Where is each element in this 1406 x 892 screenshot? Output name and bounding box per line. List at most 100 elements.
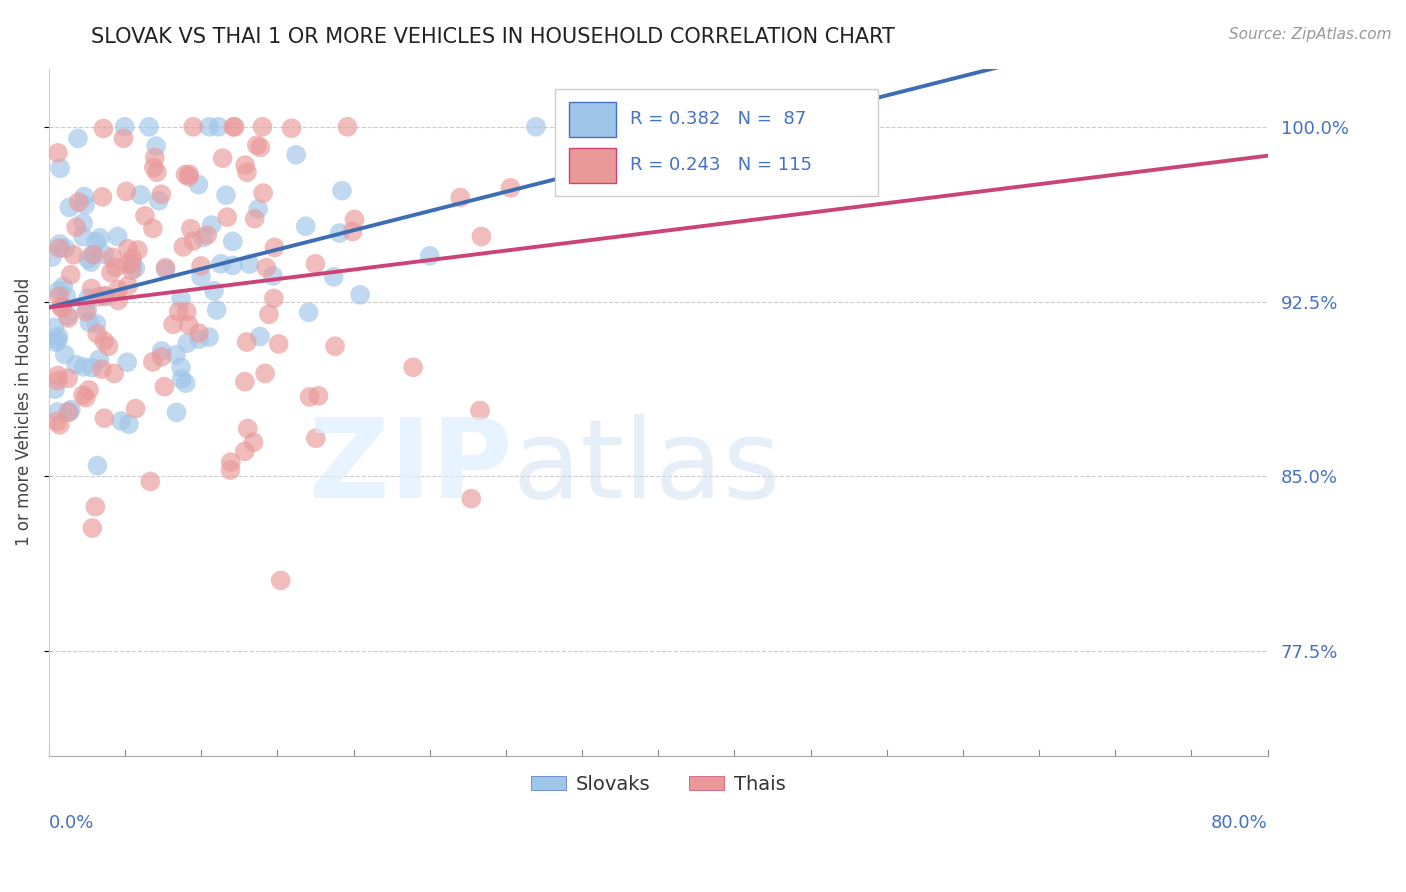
Point bbox=[58, 311, 80, 326]
Point bbox=[304, 257, 326, 271]
Point bbox=[58, 405, 80, 419]
Point bbox=[77, 291, 100, 305]
Point bbox=[294, 219, 316, 234]
Point bbox=[233, 158, 256, 172]
Point bbox=[224, 120, 246, 134]
Point bbox=[114, 120, 136, 134]
Text: ZIP: ZIP bbox=[309, 414, 512, 521]
Point bbox=[93, 247, 115, 261]
Point bbox=[308, 389, 330, 403]
Point bbox=[187, 326, 209, 340]
Point bbox=[167, 304, 190, 318]
Point bbox=[233, 375, 256, 389]
Point bbox=[53, 347, 76, 361]
Point bbox=[254, 260, 277, 275]
Point bbox=[190, 259, 212, 273]
Point bbox=[124, 401, 146, 416]
Text: Source: ZipAtlas.com: Source: ZipAtlas.com bbox=[1229, 27, 1392, 42]
Point bbox=[233, 444, 256, 458]
Point bbox=[80, 255, 103, 269]
Point bbox=[46, 374, 69, 388]
Point bbox=[170, 372, 193, 386]
Point bbox=[58, 201, 80, 215]
Point bbox=[45, 415, 67, 429]
Point bbox=[219, 463, 242, 477]
Point bbox=[44, 382, 66, 396]
Point bbox=[172, 240, 194, 254]
Point bbox=[49, 417, 72, 432]
Point bbox=[67, 195, 90, 210]
Point bbox=[524, 120, 547, 134]
Point bbox=[46, 334, 69, 348]
Point bbox=[145, 139, 167, 153]
Point bbox=[176, 304, 198, 318]
Point bbox=[80, 281, 103, 295]
Point bbox=[195, 228, 218, 243]
Point bbox=[48, 329, 70, 343]
FancyBboxPatch shape bbox=[555, 89, 877, 195]
Point bbox=[209, 257, 232, 271]
Point bbox=[470, 229, 492, 244]
Point bbox=[188, 332, 211, 346]
Point bbox=[270, 574, 292, 588]
Point bbox=[143, 150, 166, 164]
Point bbox=[79, 315, 101, 329]
Point bbox=[252, 186, 274, 200]
Point bbox=[419, 249, 441, 263]
Point bbox=[170, 360, 193, 375]
Point bbox=[249, 329, 271, 343]
Point bbox=[322, 269, 344, 284]
Point bbox=[142, 355, 165, 369]
Text: R = 0.243   N = 115: R = 0.243 N = 115 bbox=[630, 156, 813, 175]
Text: 0.0%: 0.0% bbox=[49, 814, 94, 832]
Y-axis label: 1 or more Vehicles in Household: 1 or more Vehicles in Household bbox=[15, 278, 32, 547]
Point bbox=[155, 262, 177, 277]
Point bbox=[298, 390, 321, 404]
Point bbox=[117, 242, 139, 256]
Point bbox=[107, 293, 129, 308]
Point bbox=[238, 257, 260, 271]
Point bbox=[330, 184, 353, 198]
Point bbox=[219, 455, 242, 469]
Point bbox=[177, 169, 200, 184]
Text: SLOVAK VS THAI 1 OR MORE VEHICLES IN HOUSEHOLD CORRELATION CHART: SLOVAK VS THAI 1 OR MORE VEHICLES IN HOU… bbox=[91, 27, 896, 46]
Point bbox=[254, 367, 277, 381]
Point bbox=[91, 190, 114, 204]
Point bbox=[103, 367, 125, 381]
Point bbox=[48, 236, 70, 251]
Point bbox=[87, 290, 110, 304]
Point bbox=[215, 188, 238, 202]
Point bbox=[257, 307, 280, 321]
Point bbox=[127, 243, 149, 257]
Point bbox=[246, 138, 269, 153]
Point bbox=[65, 358, 87, 372]
Point bbox=[139, 475, 162, 489]
Point bbox=[468, 403, 491, 417]
Point bbox=[107, 229, 129, 244]
Text: 80.0%: 80.0% bbox=[1211, 814, 1268, 832]
Point bbox=[146, 165, 169, 179]
Point bbox=[84, 500, 107, 514]
Point bbox=[53, 241, 76, 255]
Point bbox=[82, 247, 104, 261]
Point bbox=[280, 121, 302, 136]
Point bbox=[41, 250, 63, 264]
Point bbox=[77, 252, 100, 266]
Point bbox=[162, 318, 184, 332]
Point bbox=[75, 305, 97, 319]
Point bbox=[155, 260, 177, 275]
Point bbox=[76, 303, 98, 318]
Point bbox=[93, 121, 115, 136]
Point bbox=[180, 221, 202, 235]
Point bbox=[336, 120, 359, 134]
Point bbox=[200, 218, 222, 232]
Point bbox=[349, 287, 371, 301]
Point bbox=[236, 421, 259, 435]
Legend: Slovaks, Thais: Slovaks, Thais bbox=[523, 767, 793, 802]
Point bbox=[460, 491, 482, 506]
Point bbox=[243, 211, 266, 226]
Point bbox=[177, 318, 200, 332]
Point bbox=[150, 187, 173, 202]
Point bbox=[117, 278, 139, 293]
Point bbox=[166, 405, 188, 419]
